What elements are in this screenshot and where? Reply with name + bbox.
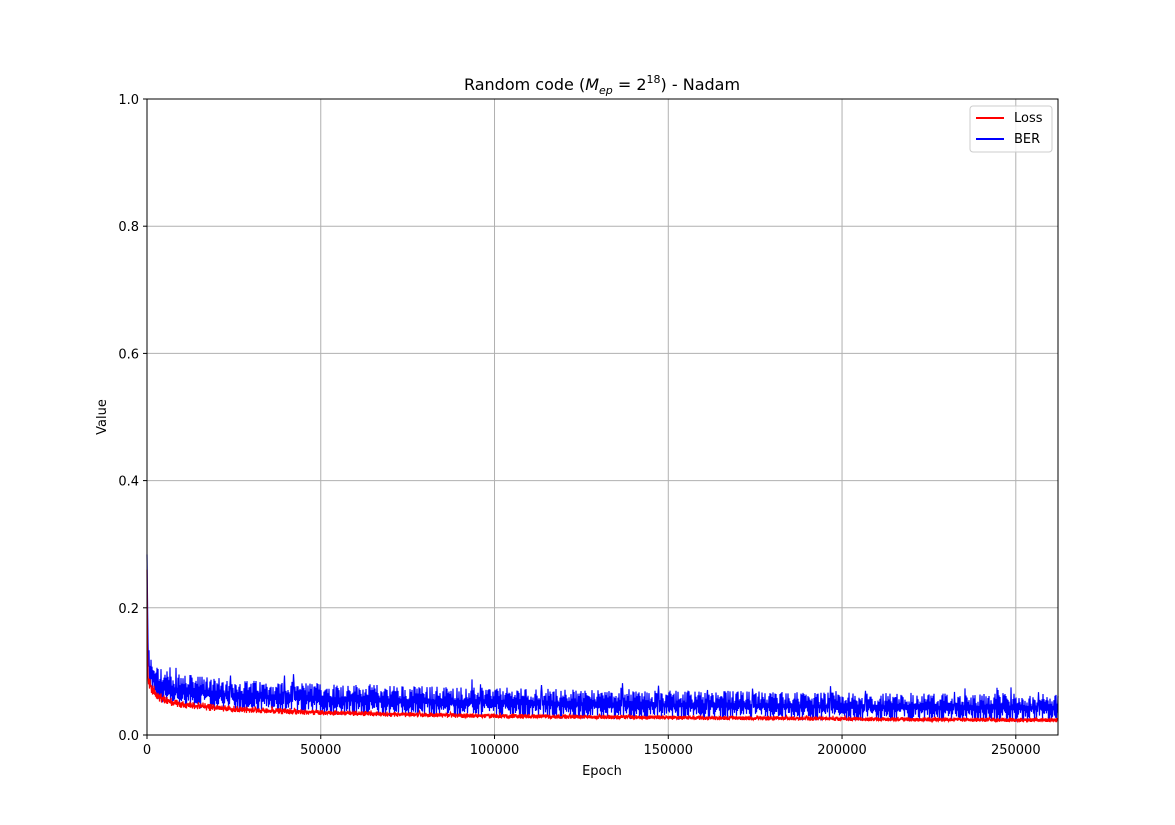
chart-title: Random code (Mep = 218) - Nadam [464,73,740,97]
legend: Loss BER [969,105,1053,153]
plot-frame [146,98,1059,736]
series-line-loss [146,569,1059,724]
y-axis: 0.0 0.2 0.4 0.6 0.8 1.0 [118,93,147,744]
x-tick-label: 150000 [643,743,693,758]
x-tick-label: 100000 [470,743,520,758]
y-tick-label: 0.8 [118,220,139,235]
x-tick-label: 250000 [991,743,1041,758]
y-axis-label: Value [95,399,110,435]
legend-label-ber: BER [1014,132,1040,147]
x-tick-label: 0 [143,743,151,758]
x-tick-label: 50000 [300,743,341,758]
y-tick-label: 0.4 [118,475,139,490]
x-axis: 0 50000 100000 150000 200000 250000 [143,735,1041,758]
grid [146,98,1058,736]
series-layer [146,554,1059,724]
x-axis-label: Epoch [582,764,622,779]
y-tick-label: 0.0 [118,729,139,744]
y-tick-label: 0.2 [118,602,139,617]
legend-label-loss: Loss [1014,111,1043,126]
x-tick-label: 200000 [817,743,867,758]
series-line-ber [146,554,1059,723]
y-tick-label: 0.6 [118,347,139,362]
y-tick-label: 1.0 [118,93,139,108]
plot-area [147,99,1058,735]
